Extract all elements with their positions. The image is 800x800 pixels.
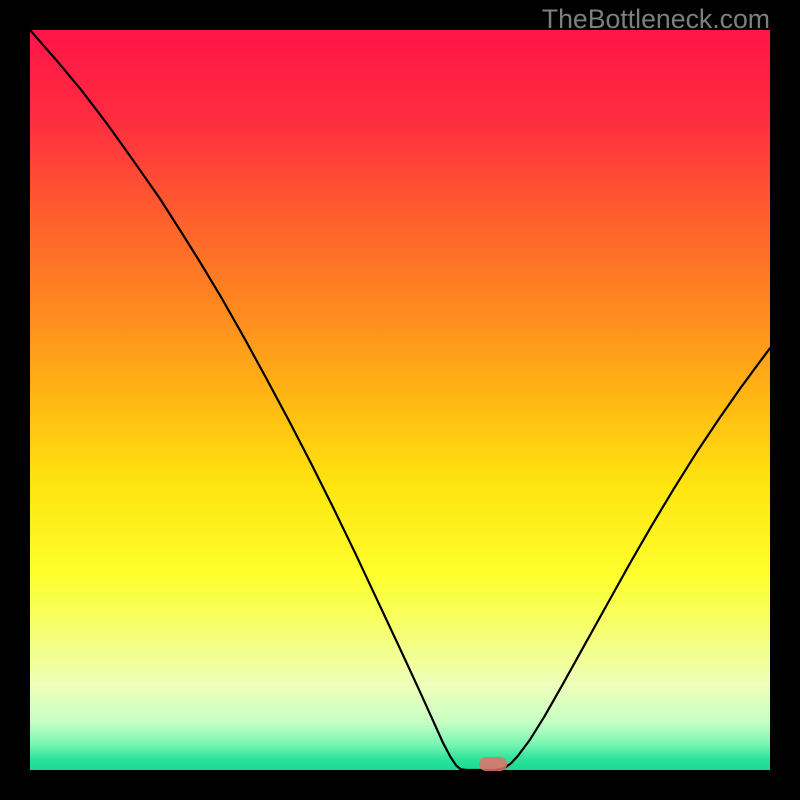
- optimal-point-marker: [479, 757, 507, 771]
- chart-container: TheBottleneck.com: [0, 0, 800, 800]
- curve-path: [30, 30, 770, 770]
- plot-area: [30, 30, 770, 770]
- watermark-text: TheBottleneck.com: [542, 4, 770, 35]
- bottleneck-curve: [30, 30, 770, 770]
